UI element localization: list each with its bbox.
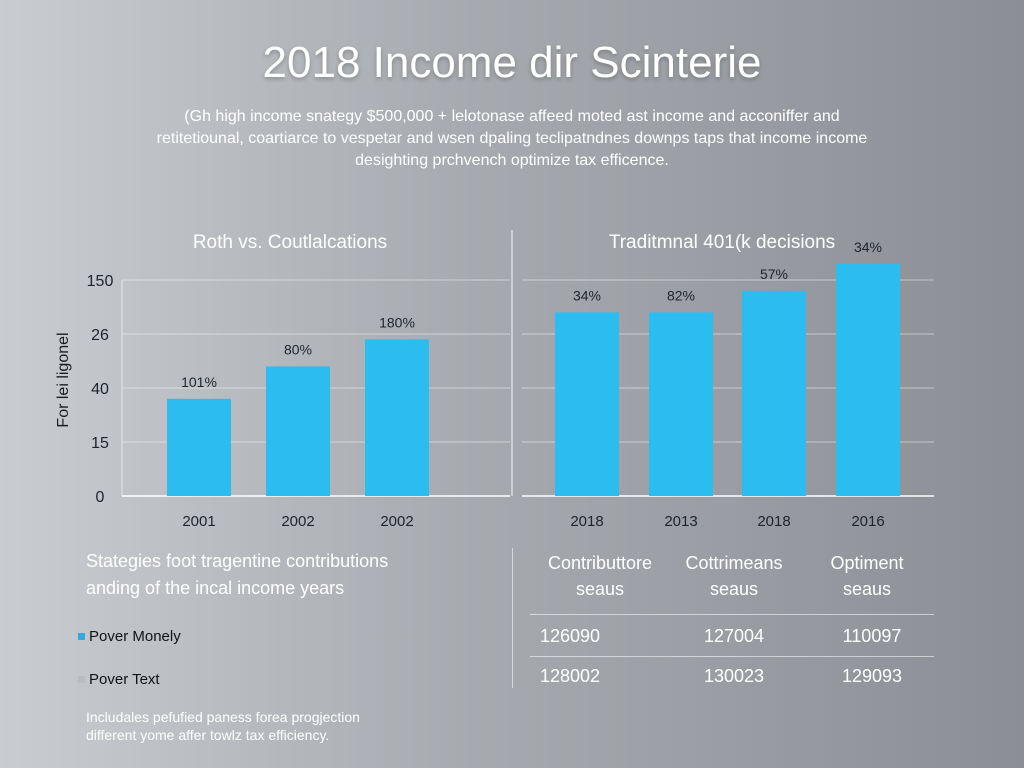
- y-tick-label: 0: [96, 489, 105, 506]
- x-tick-label: 2001: [182, 513, 215, 530]
- x-tick-label: 2016: [851, 513, 884, 530]
- table-header-line: seaus: [842, 579, 892, 599]
- footnote-line: Includales pefufied paness forea progjec…: [86, 709, 360, 725]
- table-cell: 129093: [841, 666, 903, 686]
- table-cell: 110097: [842, 626, 902, 646]
- left-panel-title: Roth vs. Coutlalcations: [193, 232, 387, 253]
- legend-label: Pover Text: [89, 671, 160, 688]
- footnote: Includales pefufied paness forea progjec…: [86, 708, 446, 744]
- bar: [167, 398, 231, 496]
- table-header-cottrimeans: Cottrimeans seaus: [664, 550, 804, 602]
- data-label: 82%: [667, 287, 695, 303]
- x-tick-label: 2018: [757, 513, 790, 530]
- table-header-contributions: Contributtore seaus: [530, 550, 670, 602]
- table-cell: 130023: [703, 666, 765, 686]
- strategies-line: Stategies foot tragentine contributions: [86, 551, 389, 571]
- table-rule: [530, 656, 934, 657]
- table-header-line: seaus: [575, 579, 625, 599]
- x-tick-label: 2013: [664, 513, 697, 530]
- intro-line: desighting prchvench optimize tax effice…: [355, 152, 669, 169]
- legend-swatch: [78, 676, 85, 683]
- strategies-text: Stategies foot tragentine contributions …: [86, 548, 486, 602]
- table-cell: 126090: [539, 626, 601, 646]
- data-label: 80%: [284, 341, 312, 357]
- x-tick-label: 2002: [281, 513, 314, 530]
- table-cell: 128002: [539, 666, 601, 686]
- bar: [649, 312, 713, 496]
- table-header-optiment: Optiment seaus: [797, 550, 937, 602]
- table-header-line: Optiment: [830, 553, 904, 573]
- data-label: 101%: [181, 374, 217, 390]
- bar: [555, 312, 619, 496]
- x-tick-label: 2018: [570, 513, 603, 530]
- footnote-line: different yome affer towlz tax efficienc…: [86, 727, 330, 743]
- data-label: 34%: [573, 287, 601, 303]
- y-tick-label: 15: [91, 435, 109, 452]
- y-tick-label: 150: [87, 273, 114, 290]
- table-header-line: seaus: [709, 579, 759, 599]
- legend-item-power-text: Pover Text: [78, 671, 160, 688]
- data-label: 180%: [379, 314, 415, 330]
- table-divider: [512, 548, 513, 688]
- y-tick-label: 40: [91, 381, 109, 398]
- bar: [742, 290, 806, 496]
- y-tick-label: 26: [91, 327, 109, 344]
- table-header-line: Contributtore: [547, 553, 653, 573]
- bar: [365, 339, 429, 496]
- intro-paragraph: (Gh high income snategy $500,000 + lelot…: [80, 106, 944, 172]
- y-axis-label: For lei ligonel: [55, 332, 72, 427]
- table-header-line: Cottrimeans: [685, 553, 783, 573]
- strategies-line: anding of the incal income years: [86, 578, 345, 598]
- intro-line: (Gh high income snategy $500,000 + lelot…: [184, 108, 840, 125]
- page-title: 2018 Income dir Scinterie: [262, 38, 762, 87]
- right-panel-title: Traditmnal 401(k decisions: [609, 232, 835, 253]
- x-tick-label: 2002: [380, 513, 413, 530]
- bar: [836, 263, 900, 496]
- bar: [266, 366, 330, 496]
- data-label: 57%: [760, 266, 788, 282]
- legend-swatch: [78, 633, 85, 640]
- table-rule: [530, 614, 934, 615]
- intro-line: retitetiounal, coartiarce to vespetar an…: [156, 130, 868, 147]
- legend-item-power-money: Pover Monely: [78, 628, 181, 645]
- data-label: 34%: [854, 239, 882, 255]
- table-cell: 127004: [703, 626, 765, 646]
- legend-label: Pover Monely: [89, 628, 181, 645]
